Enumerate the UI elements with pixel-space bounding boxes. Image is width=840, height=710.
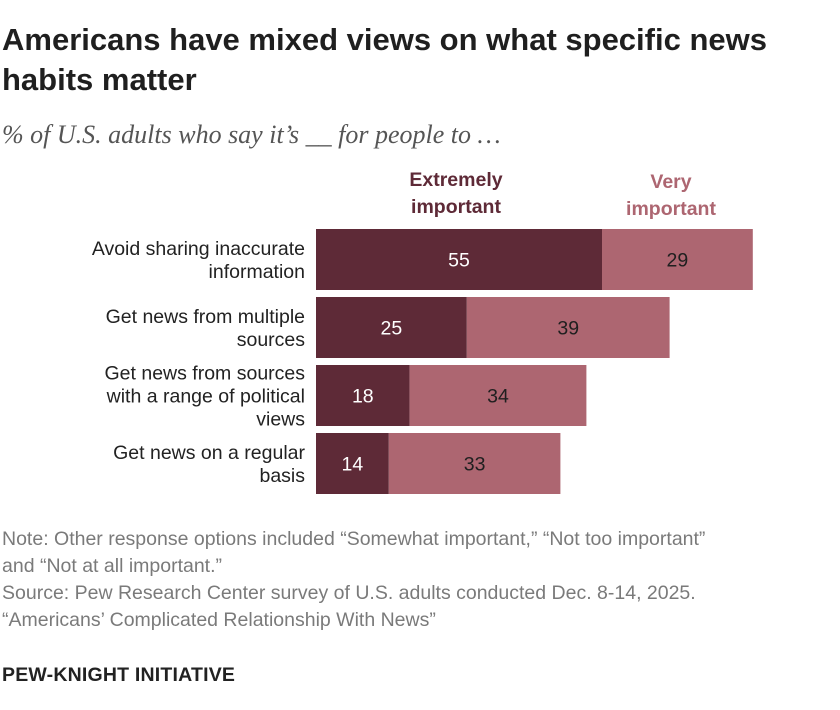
data-label: 18 — [352, 386, 374, 408]
legend-label: Very — [650, 171, 691, 193]
category-label: information — [209, 261, 305, 283]
category-label: views — [256, 409, 305, 431]
source-line: Source: Pew Research Center survey of U.… — [2, 582, 696, 604]
legend-label: Extremely — [409, 169, 502, 191]
data-label: 55 — [448, 250, 470, 272]
data-label: 25 — [381, 318, 403, 340]
brand-label: PEW-KNIGHT INITIATIVE — [2, 664, 236, 686]
data-label: 33 — [464, 454, 486, 476]
bar-segment-extremely-important — [316, 229, 602, 290]
data-label: 34 — [487, 386, 509, 408]
stacked-bar-chart: Extremely important Very important Avoid sha… — [92, 169, 753, 494]
category-label: sources — [237, 329, 306, 351]
category-label: basis — [259, 465, 305, 487]
bar-segment-very-important — [409, 365, 587, 426]
bar-segment-extremely-important — [316, 433, 389, 494]
bar-segment-extremely-important — [316, 297, 467, 358]
category-label: Get news from sources — [105, 363, 306, 385]
data-label: 39 — [557, 318, 579, 340]
category-label: with a range of political — [106, 386, 305, 408]
legend-label: important — [411, 196, 501, 218]
note-line: Note: Other response options included “S… — [2, 528, 706, 550]
report-title-line: “Americans’ Complicated Relationship Wit… — [2, 609, 436, 631]
data-label: 14 — [342, 454, 364, 476]
bar-segment-very-important — [388, 433, 561, 494]
chart-notes: Note: Other response options included “S… — [2, 526, 838, 634]
bar-segment-very-important — [602, 229, 753, 290]
data-label: 29 — [667, 250, 689, 272]
note-line: and “Not at all important.” — [2, 555, 223, 577]
bar-segment-extremely-important — [316, 365, 410, 426]
category-label: Get news from multiple — [106, 306, 305, 328]
bar-segment-very-important — [466, 297, 670, 358]
chart-title: Americans have mixed views on what speci… — [2, 22, 767, 97]
legend-label: important — [626, 198, 716, 220]
chart-subtitle: % of U.S. adults who say it’s __ for peo… — [2, 120, 501, 149]
category-label: Avoid sharing inaccurate — [92, 238, 305, 260]
category-label: Get news on a regular — [113, 442, 305, 464]
